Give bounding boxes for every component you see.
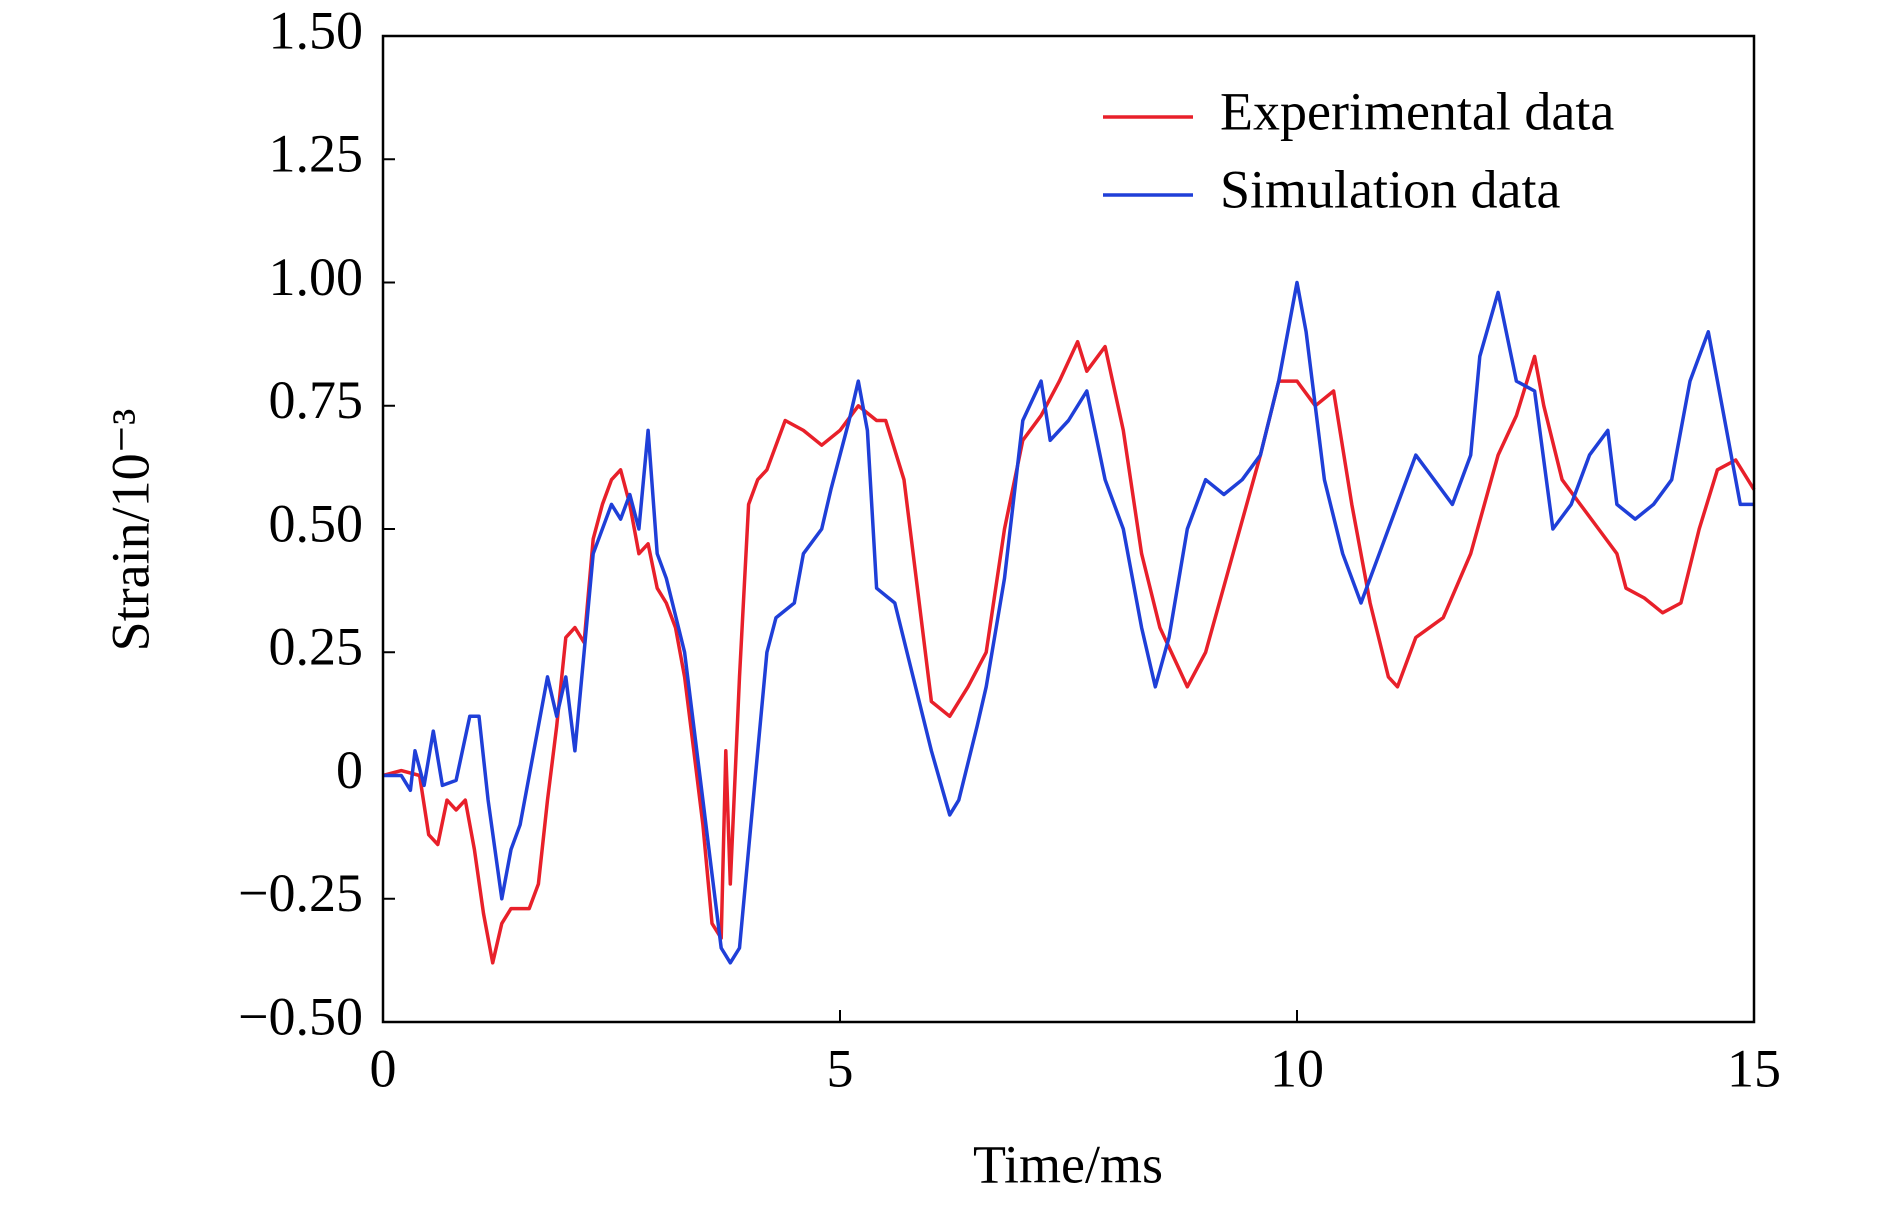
- legend-label: Simulation data: [1220, 159, 1560, 219]
- y-tick-label: 0.50: [269, 493, 364, 553]
- x-tick-label: 5: [827, 1038, 854, 1098]
- data-line: [382, 339, 1756, 965]
- y-axis-label: Strain/10⁻³: [100, 409, 160, 652]
- y-tick-label: 1.50: [269, 0, 364, 60]
- x-tick-label: 0: [370, 1038, 397, 1098]
- y-tick-label: −0.25: [238, 863, 363, 923]
- y-tick-label: 0.75: [269, 370, 364, 430]
- data-line: [383, 280, 1754, 965]
- y-tick-label: 0.25: [269, 617, 364, 677]
- x-tick-label: 15: [1727, 1038, 1781, 1098]
- legend-label: Experimental data: [1220, 81, 1614, 141]
- x-axis-label: Time/ms: [973, 1134, 1163, 1194]
- y-tick-label: 1.00: [269, 247, 364, 307]
- x-tick-label: 10: [1270, 1038, 1324, 1098]
- y-tick-label: 0: [336, 740, 363, 800]
- y-tick-label: −0.50: [238, 986, 363, 1046]
- plot-frame: [381, 34, 1756, 1024]
- y-tick-label: 1.25: [269, 124, 364, 184]
